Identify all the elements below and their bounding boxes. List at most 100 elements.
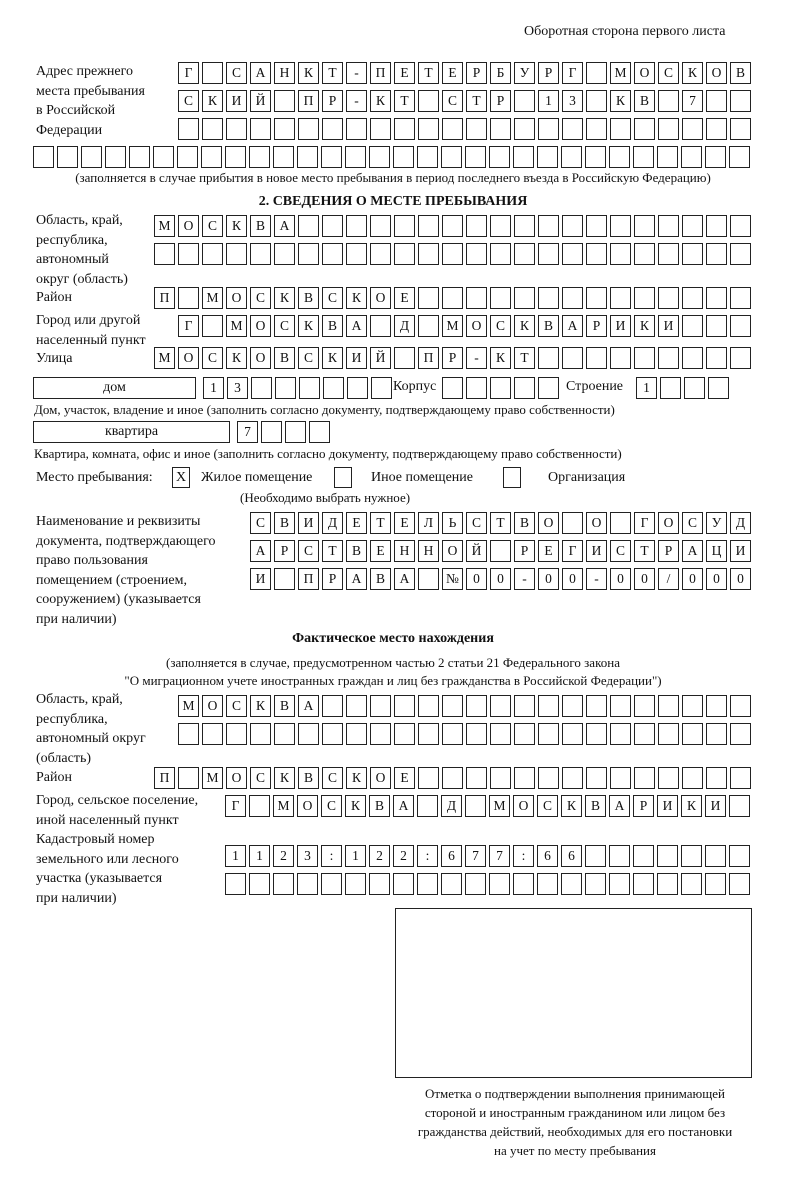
letter-cell[interactable]: К [298,62,319,84]
letter-cell[interactable] [537,146,558,168]
letter-cell[interactable] [538,287,559,309]
letter-cell[interactable] [609,845,630,867]
letter-cell[interactable]: : [513,845,534,867]
letter-cell[interactable] [660,377,681,399]
letter-cell[interactable] [394,118,415,140]
letter-cell[interactable]: / [658,568,679,590]
letter-cell[interactable] [729,873,750,895]
letter-cell[interactable]: 2 [369,845,390,867]
letter-cell[interactable]: А [393,795,414,817]
letter-cell[interactable]: Т [490,512,511,534]
letter-cell[interactable] [33,146,54,168]
letter-cell[interactable]: Р [274,540,295,562]
letter-cell[interactable] [658,723,679,745]
letter-cell[interactable]: Е [538,540,559,562]
letter-cell[interactable] [249,146,270,168]
letter-cell[interactable]: А [346,568,367,590]
letter-cell[interactable]: Г [178,62,199,84]
letter-cell[interactable] [657,845,678,867]
letter-cell[interactable]: В [250,215,271,237]
letter-cell[interactable]: 1 [225,845,246,867]
letter-cell[interactable] [706,243,727,265]
letter-cell[interactable] [658,118,679,140]
letter-cell[interactable] [490,243,511,265]
letter-cell[interactable] [682,118,703,140]
letter-cell[interactable] [561,873,582,895]
letter-cell[interactable] [274,568,295,590]
letter-cell[interactable] [706,695,727,717]
letter-cell[interactable]: В [514,512,535,534]
letter-cell[interactable]: Б [490,62,511,84]
letter-cell[interactable]: 0 [706,568,727,590]
letter-cell[interactable]: Е [346,512,367,534]
letter-cell[interactable]: Д [322,512,343,534]
letter-cell[interactable] [417,795,438,817]
letter-cell[interactable] [226,118,247,140]
letter-cell[interactable] [285,421,306,443]
letter-cell[interactable] [730,215,751,237]
letter-cell[interactable]: С [537,795,558,817]
letter-cell[interactable] [682,347,703,369]
letter-cell[interactable]: С [202,347,223,369]
letter-cell[interactable]: К [634,315,655,337]
letter-cell[interactable] [323,377,344,399]
letter-cell[interactable]: - [346,62,367,84]
letter-cell[interactable]: 0 [466,568,487,590]
letter-cell[interactable] [394,347,415,369]
letter-cell[interactable]: 2 [393,845,414,867]
letter-cell[interactable] [562,243,583,265]
letter-cell[interactable] [514,215,535,237]
letter-cell[interactable]: О [226,767,247,789]
letter-cell[interactable]: : [321,845,342,867]
letter-cell[interactable]: 6 [441,845,462,867]
letter-cell[interactable]: Т [394,90,415,112]
letter-cell[interactable] [658,767,679,789]
letter-cell[interactable] [202,315,223,337]
letter-cell[interactable]: Р [442,347,463,369]
letter-cell[interactable] [658,695,679,717]
letter-cell[interactable]: О [466,315,487,337]
letter-cell[interactable]: Ц [706,540,727,562]
letter-cell[interactable]: К [274,767,295,789]
letter-cell[interactable]: Т [322,540,343,562]
letter-cell[interactable]: А [250,62,271,84]
letter-cell[interactable] [682,695,703,717]
letter-cell[interactable] [225,146,246,168]
letter-cell[interactable]: В [274,512,295,534]
letter-cell[interactable] [586,118,607,140]
letter-cell[interactable] [298,118,319,140]
letter-cell[interactable]: К [370,90,391,112]
letter-cell[interactable] [537,873,558,895]
letter-cell[interactable] [299,377,320,399]
letter-cell[interactable] [322,243,343,265]
letter-cell[interactable] [610,243,631,265]
house-type-field[interactable]: дом [33,377,196,399]
letter-cell[interactable]: П [154,767,175,789]
letter-cell[interactable]: 0 [538,568,559,590]
letter-cell[interactable]: № [442,568,463,590]
apartment-type-field[interactable]: квартира [33,421,230,443]
letter-cell[interactable] [394,215,415,237]
letter-cell[interactable] [514,377,535,399]
letter-cell[interactable]: Т [370,512,391,534]
letter-cell[interactable] [513,873,534,895]
letter-cell[interactable] [418,243,439,265]
letter-cell[interactable] [442,287,463,309]
letter-cell[interactable] [466,695,487,717]
letter-cell[interactable] [298,215,319,237]
letter-cell[interactable] [729,845,750,867]
letter-cell[interactable]: К [681,795,702,817]
letter-cell[interactable] [178,243,199,265]
letter-cell[interactable] [321,146,342,168]
letter-cell[interactable]: О [513,795,534,817]
letter-cell[interactable] [562,723,583,745]
letter-cell[interactable] [201,146,222,168]
letter-cell[interactable] [658,243,679,265]
letter-cell[interactable] [321,873,342,895]
letter-cell[interactable]: 1 [249,845,270,867]
letter-cell[interactable] [705,873,726,895]
letter-cell[interactable] [489,873,510,895]
letter-cell[interactable] [561,146,582,168]
letter-cell[interactable] [441,146,462,168]
letter-cell[interactable] [370,243,391,265]
